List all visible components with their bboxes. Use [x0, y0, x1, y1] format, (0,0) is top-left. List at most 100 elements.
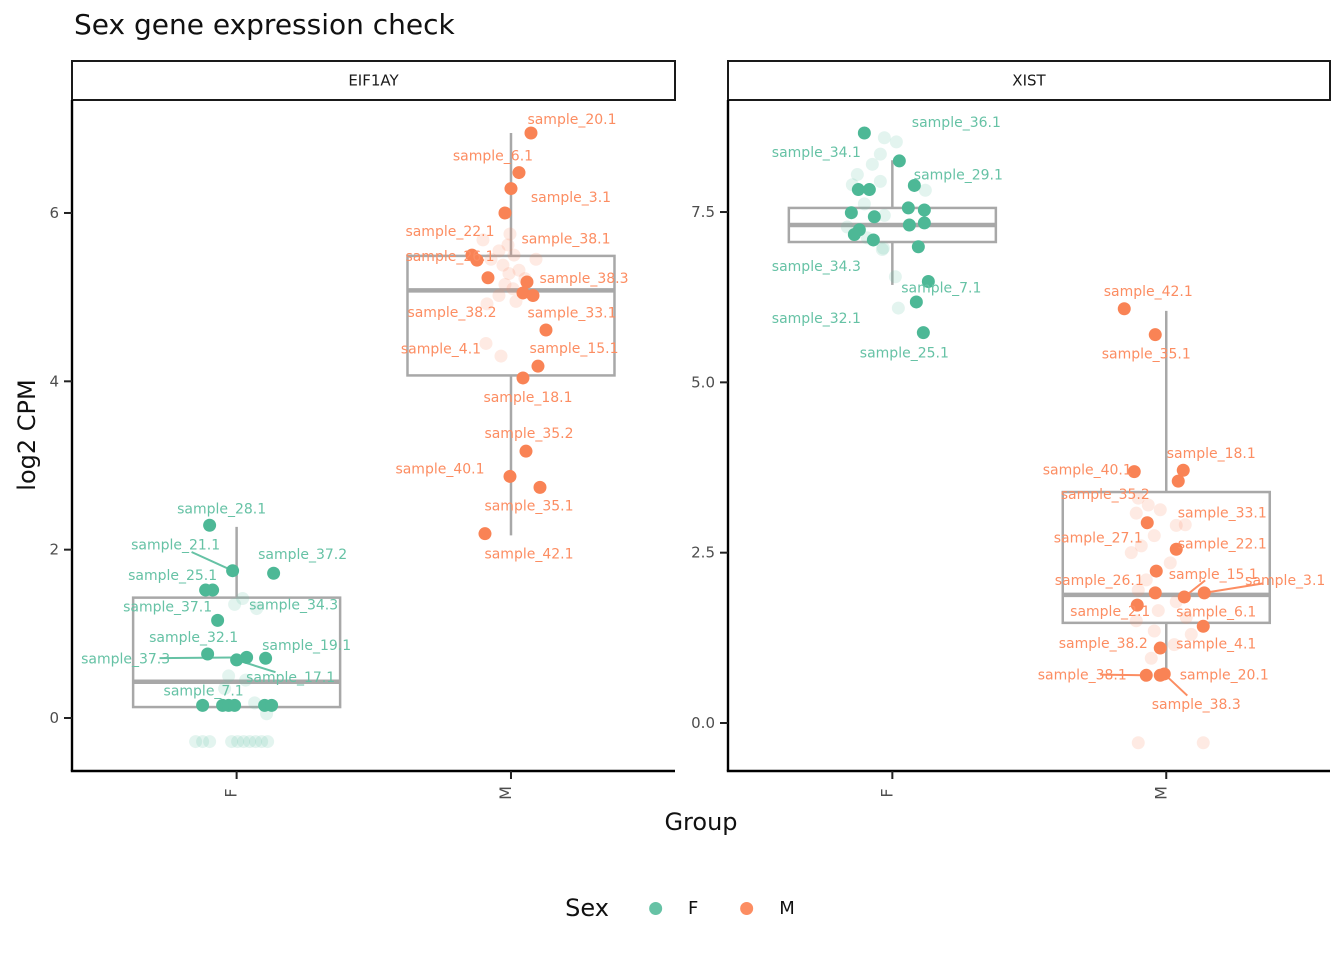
- data-point-faded: [1129, 506, 1143, 520]
- data-point: [1197, 586, 1211, 600]
- data-point-faded: [1129, 614, 1143, 628]
- facet-strip-label: XIST: [1012, 72, 1046, 90]
- data-point: [867, 210, 881, 224]
- data-point: [512, 166, 526, 180]
- data-point: [196, 698, 210, 712]
- data-point: [917, 216, 931, 230]
- data-point: [902, 218, 916, 232]
- data-point: [1171, 474, 1185, 488]
- data-point-faded: [243, 735, 257, 749]
- sample-label: sample_27.1: [1054, 531, 1143, 547]
- sample-label: sample_17.1: [246, 670, 335, 686]
- x-axis-title: Group: [664, 808, 738, 836]
- boxplot-box: [406, 254, 616, 377]
- sample-label: sample_21.1: [131, 538, 220, 554]
- chart-title: Sex gene expression check: [74, 8, 455, 41]
- data-point-faded: [1167, 638, 1181, 652]
- sample-label: sample_15.1: [529, 341, 618, 357]
- data-point-faded: [873, 174, 887, 188]
- data-point-faded: [484, 252, 498, 266]
- data-point-faded: [503, 227, 517, 241]
- sample-label: sample_35.1: [1102, 347, 1191, 363]
- data-point-faded: [877, 131, 891, 145]
- data-point: [503, 469, 517, 483]
- data-point-faded: [877, 208, 891, 222]
- y-tick-label: 7.5: [691, 203, 715, 221]
- data-point: [230, 653, 244, 667]
- data-point: [1169, 542, 1183, 556]
- data-point-faded: [225, 735, 239, 749]
- sample-label: sample_25.1: [860, 346, 949, 362]
- sample-label: sample_3.1: [531, 190, 611, 206]
- data-point-faded: [1131, 736, 1145, 750]
- data-point-faded: [1134, 539, 1148, 553]
- data-point-faded: [506, 282, 520, 296]
- data-point: [516, 286, 530, 300]
- sample-label: sample_4.1: [1176, 636, 1256, 652]
- y-tick-label: 2.5: [691, 544, 715, 562]
- sample-label: sample_42.1: [1104, 284, 1193, 300]
- data-point: [203, 518, 217, 532]
- data-point-faded: [1144, 651, 1158, 665]
- data-point: [228, 698, 242, 712]
- data-point: [259, 651, 273, 665]
- data-point-faded: [529, 252, 543, 266]
- legend: Sex F M: [565, 886, 837, 930]
- data-point-faded: [498, 278, 512, 292]
- data-point: [851, 183, 865, 197]
- legend-label-m: M: [779, 897, 795, 919]
- sample-label: sample_26.1: [1055, 573, 1144, 589]
- data-point-faded: [250, 602, 264, 616]
- data-point: [531, 359, 545, 373]
- data-point-faded: [189, 735, 203, 749]
- sample-label: sample_4.1: [401, 341, 481, 357]
- y-tick-label: 6: [49, 204, 59, 222]
- data-point-faded: [218, 682, 232, 696]
- data-point: [211, 613, 225, 627]
- sample-label: sample_35.1: [484, 498, 573, 514]
- data-point-faded: [875, 242, 889, 256]
- sample-label: sample_35.2: [1061, 487, 1150, 503]
- data-point: [226, 564, 240, 578]
- sample-label: sample_34.1: [772, 145, 861, 161]
- sample-label: sample_33.1: [527, 305, 616, 321]
- data-point-faded: [501, 238, 515, 252]
- data-point: [921, 275, 935, 289]
- sample-label: sample_34.3: [249, 598, 338, 614]
- sample-label: sample_6.1: [453, 149, 533, 165]
- data-point: [240, 650, 254, 664]
- data-point: [1176, 463, 1190, 477]
- sample-label: sample_6.1: [1176, 604, 1256, 620]
- data-point-faded: [1151, 604, 1165, 618]
- facet-strip-label: EIF1AY: [348, 72, 399, 90]
- sample-label: sample_18.1: [1167, 446, 1256, 462]
- data-point: [470, 253, 484, 267]
- x-tick-label: M: [496, 786, 515, 800]
- data-point: [1127, 465, 1141, 479]
- data-point-faded: [248, 696, 262, 710]
- data-point: [1157, 667, 1171, 681]
- sample-label: sample_42.1: [484, 547, 573, 563]
- sample-label: sample_36.1: [912, 115, 1001, 131]
- data-point: [524, 126, 538, 140]
- data-point-faded: [228, 597, 242, 611]
- data-point: [1148, 328, 1162, 342]
- sample-label: sample_38.1: [1038, 667, 1127, 683]
- sample-label: sample_37.1: [123, 599, 212, 615]
- data-point-faded: [249, 735, 263, 749]
- data-point: [844, 206, 858, 220]
- x-tick-label: F: [222, 788, 241, 797]
- data-point-faded: [873, 147, 887, 161]
- y-tick-label: 0.0: [691, 714, 715, 732]
- sample-label: sample_22.1: [1178, 536, 1267, 552]
- data-point: [916, 326, 930, 340]
- data-point-faded: [236, 591, 250, 605]
- data-point: [498, 206, 512, 220]
- sample-label: sample_38.3: [1152, 697, 1241, 713]
- sample-label: sample_34.3: [772, 259, 861, 275]
- data-point: [504, 182, 518, 196]
- legend-item-f: F: [648, 898, 698, 919]
- data-point-faded: [1147, 624, 1161, 638]
- data-point-faded: [1124, 546, 1138, 560]
